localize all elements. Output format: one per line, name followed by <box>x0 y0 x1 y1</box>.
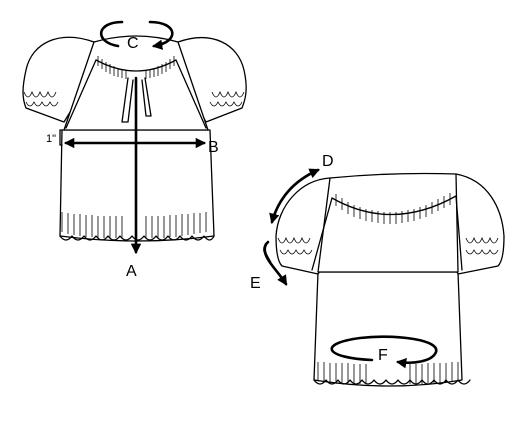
arrow-d <box>269 168 320 225</box>
label-a: A <box>126 263 137 280</box>
back-blouse-drawing <box>275 172 505 387</box>
label-e: E <box>250 275 261 292</box>
label-c: C <box>127 35 139 52</box>
measurement-arrows-front <box>59 20 207 255</box>
arrow-c <box>99 20 174 46</box>
measurement-arrows-back <box>263 168 438 369</box>
arrow-f <box>330 335 438 369</box>
offset-bracket <box>59 129 63 146</box>
label-f: F <box>378 347 388 364</box>
label-d: D <box>322 153 334 170</box>
label-offset: 1" <box>46 133 56 145</box>
front-blouse-drawing <box>22 35 247 242</box>
arrow-e-back <box>263 240 272 264</box>
label-b: B <box>208 139 219 156</box>
